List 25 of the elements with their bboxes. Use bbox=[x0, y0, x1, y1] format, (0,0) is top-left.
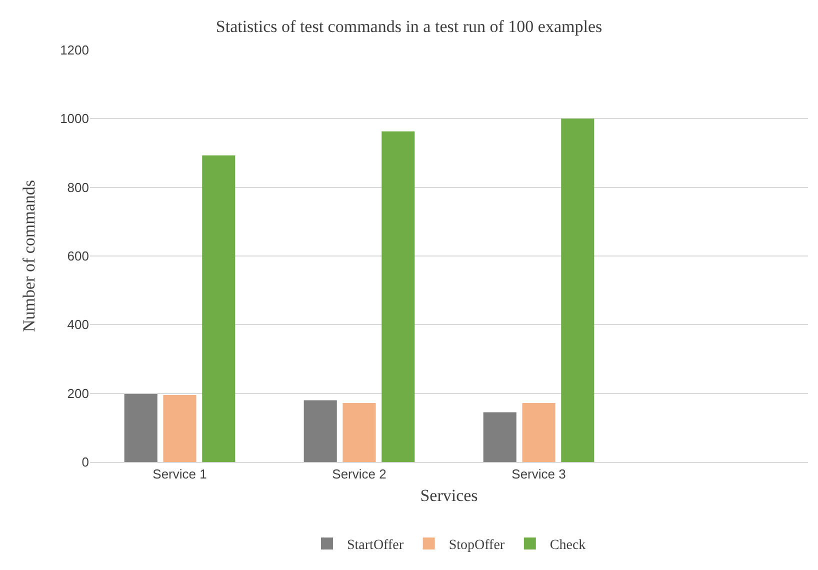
legend-label: Check bbox=[550, 538, 586, 553]
bar bbox=[483, 412, 516, 462]
bar bbox=[304, 400, 337, 462]
x-tick-label: Service 2 bbox=[332, 466, 386, 482]
bar bbox=[561, 118, 594, 462]
y-tick-label: 0 bbox=[82, 454, 89, 470]
x-tick-label: Service 3 bbox=[512, 466, 566, 482]
bar bbox=[124, 394, 158, 462]
bar bbox=[163, 395, 196, 462]
chart-title: Statistics of test commands in a test run of 100 examples bbox=[216, 16, 602, 36]
y-tick-label: 1200 bbox=[60, 42, 89, 58]
bar bbox=[522, 402, 556, 462]
legend-label: StopOffer bbox=[448, 538, 505, 553]
bar bbox=[382, 131, 415, 462]
y-tick-label: 200 bbox=[67, 386, 89, 401]
bar bbox=[342, 402, 376, 462]
legend-label: StartOffer bbox=[347, 538, 404, 553]
y-tick-label: 600 bbox=[67, 248, 89, 264]
y-tick-label: 800 bbox=[67, 180, 89, 195]
x-tick-label: Service 1 bbox=[152, 466, 207, 482]
y-tick-label: 400 bbox=[67, 317, 89, 332]
y-axis-title: Number of commands bbox=[20, 180, 39, 332]
bar bbox=[202, 155, 236, 462]
y-tick-label: 1000 bbox=[60, 111, 89, 126]
x-axis-title: Services bbox=[420, 486, 478, 505]
